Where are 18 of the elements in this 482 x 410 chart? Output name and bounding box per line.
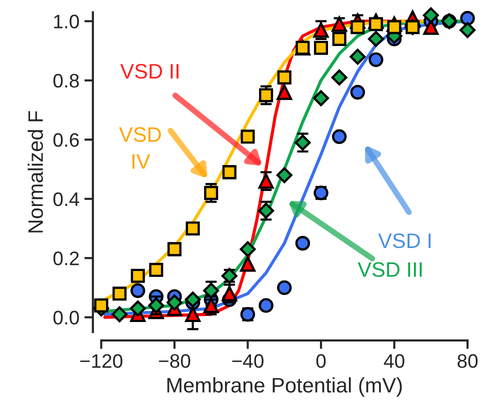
x-tick-label: −40	[232, 354, 264, 368]
y-tick-label: 0.8	[53, 74, 79, 88]
annotation: VSD I	[378, 233, 431, 248]
x-tick-label: 0	[316, 354, 326, 368]
x-tick-label: −120	[80, 354, 122, 368]
x-tick-label: 40	[384, 354, 404, 368]
y-tick-label: 0.6	[53, 133, 79, 147]
x-tick-label: 80	[458, 354, 478, 368]
annotation: VSD III	[358, 262, 422, 277]
y-tick-label: 0.4	[53, 192, 80, 206]
y-tick-label: 1.0	[54, 14, 79, 28]
x-axis-title: Membrane Potential (mV)	[167, 377, 402, 397]
y-tick-label: 0.2	[53, 252, 79, 266]
annotation: VSD IV	[119, 127, 161, 169]
y-axis-title: Normalized F	[28, 111, 43, 232]
y-tick-label: 0.0	[53, 310, 79, 325]
annotation: VSD II	[120, 64, 178, 79]
x-tick-label: −80	[158, 354, 190, 368]
